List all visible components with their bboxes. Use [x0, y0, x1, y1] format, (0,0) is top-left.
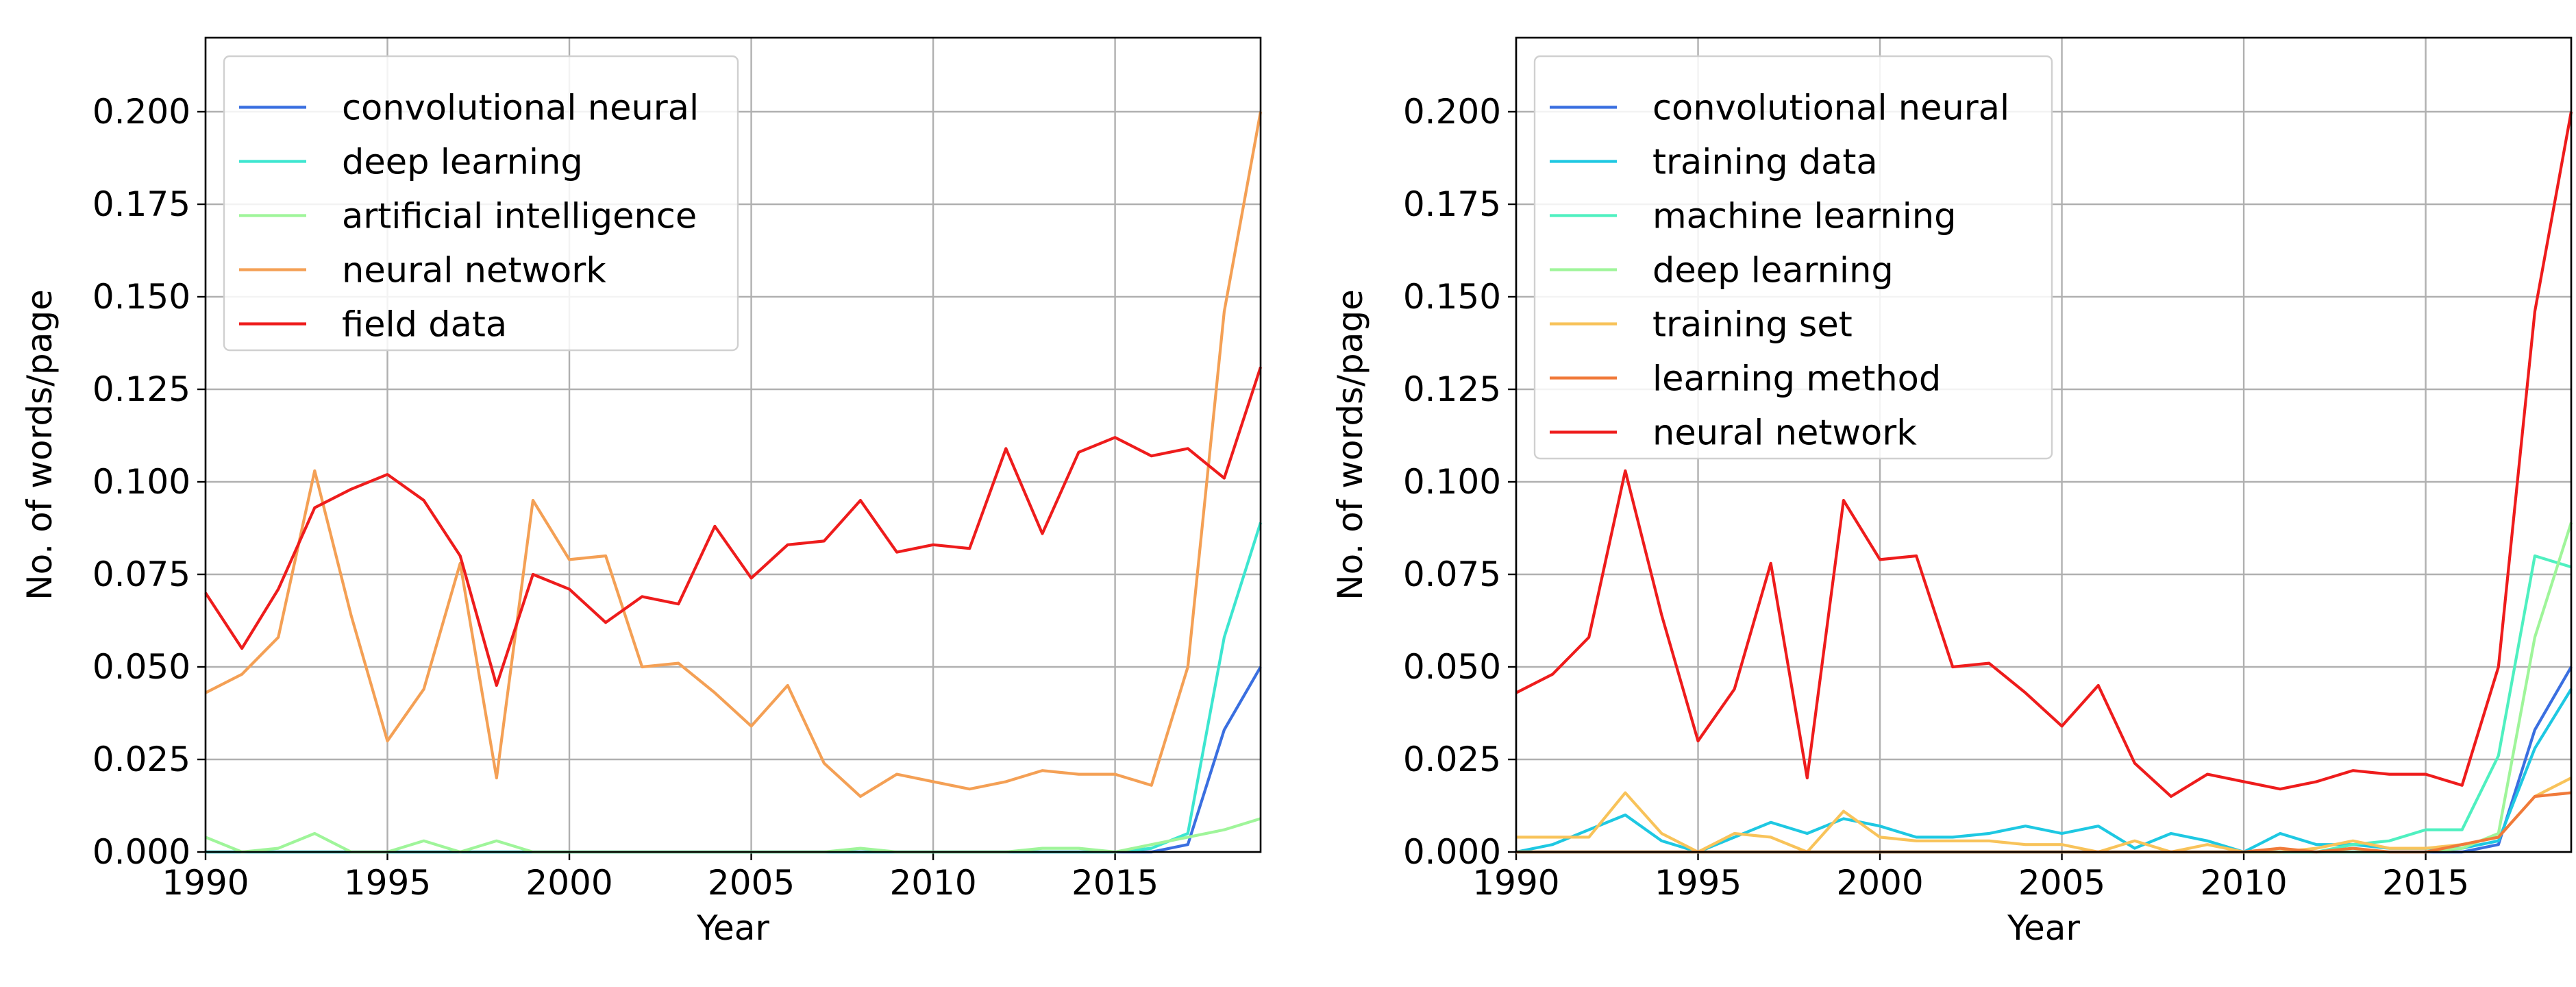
x-tick-label: 1990 — [162, 863, 249, 903]
legend-entry: neural network — [239, 251, 606, 291]
series-line — [204, 366, 1262, 687]
y-tick-label: 0.125 — [1403, 369, 1501, 409]
y-tick-label: 0.150 — [92, 277, 190, 317]
y-tick-label: 0.050 — [92, 647, 190, 687]
series-line — [1515, 111, 2573, 799]
y-tick-label: 0.100 — [1403, 462, 1501, 502]
legend-label: deep learning — [1652, 251, 1894, 291]
y-tick-label: 0.200 — [1403, 92, 1501, 132]
legend-label: field data — [342, 305, 507, 345]
legend-entry: machine learning — [1550, 197, 1956, 237]
y-tick-label: 0.000 — [1403, 832, 1501, 872]
axes-frame — [1515, 36, 2573, 853]
x-tick-label: 2015 — [1072, 863, 1159, 903]
x-tick-label: 1990 — [1472, 863, 1559, 903]
x-tick-label: 2000 — [1836, 863, 1923, 903]
legend-label: convolutional neural — [342, 88, 699, 129]
x-tick-label: 1995 — [1655, 863, 1742, 903]
legend-label: training set — [1652, 305, 1853, 345]
legend-entry: training set — [1550, 305, 1853, 345]
series-line — [1516, 777, 2572, 854]
legend-label: artificial intelligence — [342, 197, 697, 237]
legend-label: machine learning — [1652, 197, 1956, 237]
legend-entry: deep learning — [1550, 251, 1894, 291]
legend-box — [223, 55, 739, 352]
y-tick-label: 0.075 — [92, 555, 190, 594]
y-tick-label: 0.175 — [1403, 184, 1501, 224]
legend-label: convolutional neural — [1652, 88, 2009, 129]
y-tick-label: 0.100 — [92, 462, 190, 502]
legend-label: neural network — [342, 251, 606, 291]
y-tick-label: 0.125 — [92, 369, 190, 409]
y-tick-label: 0.075 — [1403, 555, 1501, 594]
legend-label: learning method — [1652, 359, 1941, 400]
x-tick-label: 2010 — [889, 863, 976, 903]
y-tick-label: 0.050 — [1403, 647, 1501, 687]
chart-panel-2: 1990 1995 2000 2005 2010 2015 0.000 0.025 0.050 0… — [1330, 36, 2573, 948]
y-tick-label: 0.175 — [92, 184, 190, 224]
x-axis-label: Year — [696, 908, 769, 948]
legend-entry: artificial intelligence — [239, 197, 697, 237]
x-tick-label: 2010 — [2200, 863, 2287, 903]
x-tick-label: 2005 — [708, 863, 795, 903]
legend-entry: neural network — [1550, 413, 1917, 454]
x-tick-label: 2005 — [2018, 863, 2105, 903]
legend-entry: convolutional neural — [239, 88, 699, 129]
chart-panel-1: 1990 1995 2000 2005 2010 2015 0.000 0.025 0.050 0… — [20, 36, 1263, 948]
y-axis-label: No. of words/page — [20, 289, 60, 600]
legend-entry: deep learning — [239, 143, 583, 183]
x-tick-label: 2015 — [2382, 863, 2469, 903]
legend-entry: training data — [1550, 143, 1878, 183]
y-tick-label: 0.200 — [92, 92, 190, 132]
legend-entry: convolutional neural — [1550, 88, 2009, 129]
legend-box — [1533, 55, 2053, 460]
y-tick-label: 0.025 — [92, 740, 190, 779]
y-axis-label: No. of words/page — [1330, 289, 1370, 600]
legend-label: deep learning — [342, 143, 583, 183]
legend-label: training data — [1652, 143, 1878, 183]
y-tick-label: 0.025 — [1403, 740, 1501, 779]
x-tick-label: 1995 — [344, 863, 431, 903]
y-tick-label: 0.150 — [1403, 277, 1501, 317]
axes-frame — [204, 36, 1262, 853]
legend-entry: learning method — [1550, 359, 1941, 400]
legend-label: neural network — [1652, 413, 1917, 454]
series-line — [205, 111, 1263, 799]
y-tick-label: 0.000 — [92, 832, 190, 872]
legend-entry: field data — [239, 305, 507, 345]
x-tick-label: 2000 — [525, 863, 612, 903]
x-axis-label: Year — [2007, 908, 2080, 948]
